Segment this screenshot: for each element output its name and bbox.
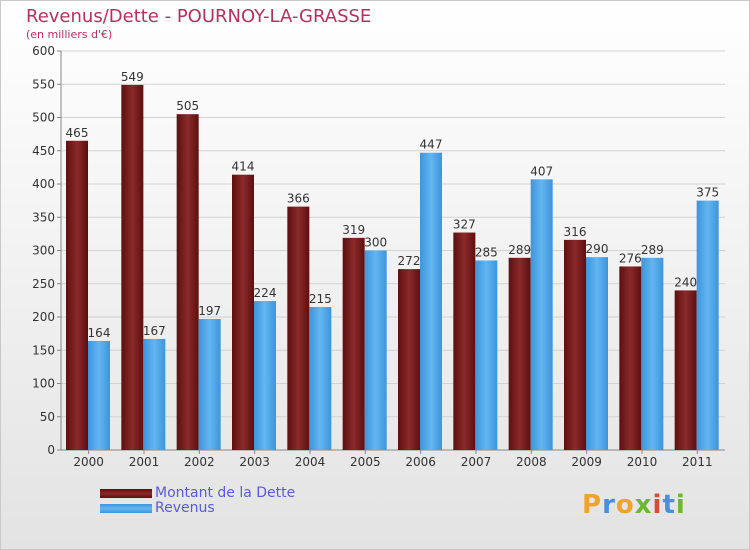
data-label: 549 bbox=[121, 70, 144, 84]
legend-label-revenus: Revenus bbox=[155, 500, 215, 516]
bar-dette bbox=[342, 237, 365, 450]
x-tick-label: 2001 bbox=[129, 455, 160, 469]
bar-revenus bbox=[254, 301, 276, 450]
data-label: 300 bbox=[364, 236, 387, 250]
y-tick-label: 500 bbox=[32, 111, 55, 125]
x-tick-label: 2004 bbox=[295, 455, 326, 469]
data-label: 240 bbox=[674, 275, 697, 289]
bar-revenus bbox=[696, 200, 719, 450]
x-tick-label: 2000 bbox=[73, 455, 104, 469]
data-label: 224 bbox=[254, 286, 277, 300]
bar-dette bbox=[232, 174, 254, 450]
x-tick-label: 2005 bbox=[350, 455, 381, 469]
bar-revenus bbox=[530, 179, 553, 450]
logo-letter: i bbox=[675, 490, 686, 520]
logo-letter: x bbox=[634, 490, 653, 520]
legend-swatch-dette bbox=[100, 489, 152, 498]
data-label: 215 bbox=[309, 292, 332, 306]
data-label: 276 bbox=[619, 251, 642, 265]
data-label: 167 bbox=[143, 324, 166, 338]
logo-letter: r bbox=[602, 490, 616, 520]
bar-dette bbox=[66, 140, 88, 450]
bar-dette bbox=[619, 266, 642, 450]
y-tick-label: 600 bbox=[32, 44, 55, 58]
x-tick-label: 2011 bbox=[682, 455, 713, 469]
x-tick-label: 2009 bbox=[571, 455, 602, 469]
logo-letter: i bbox=[652, 490, 663, 520]
bar-dette bbox=[176, 114, 199, 451]
axes: 0 50 100 150 200 250 300 350 400 450 500 550 600 2000… bbox=[32, 44, 725, 469]
data-label: 375 bbox=[696, 186, 719, 200]
data-label: 414 bbox=[232, 160, 255, 174]
y-tick-label: 550 bbox=[32, 77, 55, 91]
x-tick-label: 2008 bbox=[516, 455, 547, 469]
bars bbox=[66, 84, 719, 451]
y-tick-label: 400 bbox=[32, 177, 55, 191]
y-tick-label: 50 bbox=[40, 410, 55, 424]
y-tick-label: 150 bbox=[32, 343, 55, 357]
chart-title: Revenus/Dette - POURNOY-LA-GRASSE bbox=[26, 6, 372, 27]
y-tick-label: 250 bbox=[32, 277, 55, 291]
data-label: 366 bbox=[287, 192, 310, 206]
x-tick-label: 2003 bbox=[239, 455, 270, 469]
grid bbox=[61, 50, 725, 451]
data-label: 164 bbox=[88, 326, 111, 340]
bar-revenus bbox=[88, 340, 110, 450]
bar-dette bbox=[674, 290, 697, 450]
y-tick-label: 450 bbox=[32, 144, 55, 158]
data-label: 289 bbox=[508, 243, 531, 257]
logo-letter: o bbox=[615, 490, 635, 520]
proxiti-logo: Proxiti bbox=[582, 490, 686, 520]
bar-revenus bbox=[586, 257, 608, 450]
bar-revenus bbox=[143, 338, 166, 450]
y-tick-label: 350 bbox=[32, 210, 55, 224]
data-label: 465 bbox=[66, 126, 89, 140]
logo-letter: t bbox=[662, 490, 676, 520]
data-label: 327 bbox=[453, 218, 476, 232]
y-tick-label: 300 bbox=[32, 244, 55, 258]
bar-dette bbox=[508, 257, 531, 450]
data-label: 319 bbox=[342, 223, 365, 237]
bar-dette bbox=[564, 239, 586, 450]
bar-revenus bbox=[364, 250, 387, 450]
bar-revenus bbox=[198, 318, 221, 450]
bar-revenus bbox=[475, 260, 498, 450]
x-tick-label: 2007 bbox=[461, 455, 492, 469]
logo-letter: P bbox=[582, 490, 603, 520]
data-label: 272 bbox=[398, 254, 421, 268]
data-label: 407 bbox=[530, 164, 553, 178]
legend-swatch-revenus bbox=[100, 504, 152, 513]
x-tick-label: 2006 bbox=[405, 455, 436, 469]
y-tick-label: 200 bbox=[32, 310, 55, 324]
legend-label-dette: Montant de la Dette bbox=[155, 485, 296, 501]
bar-revenus bbox=[420, 152, 442, 450]
data-label: 285 bbox=[475, 245, 498, 259]
x-tick-label: 2010 bbox=[627, 455, 658, 469]
y-tick-label: 0 bbox=[47, 443, 55, 457]
chart-subtitle: (en milliers d'€) bbox=[26, 28, 113, 41]
bar-dette bbox=[287, 206, 310, 450]
data-label: 447 bbox=[420, 138, 443, 152]
data-label: 505 bbox=[176, 99, 199, 113]
data-label: 289 bbox=[641, 243, 664, 257]
bar-revenus bbox=[641, 257, 664, 450]
data-label: 316 bbox=[564, 225, 587, 239]
bar-dette bbox=[453, 232, 476, 450]
y-tick-label: 100 bbox=[32, 377, 55, 391]
bar-revenus bbox=[309, 307, 332, 450]
data-label: 197 bbox=[198, 304, 221, 318]
bar-dette bbox=[398, 269, 420, 450]
bar-dette bbox=[121, 84, 144, 450]
x-tick-label: 2002 bbox=[184, 455, 215, 469]
data-label: 290 bbox=[586, 242, 609, 256]
